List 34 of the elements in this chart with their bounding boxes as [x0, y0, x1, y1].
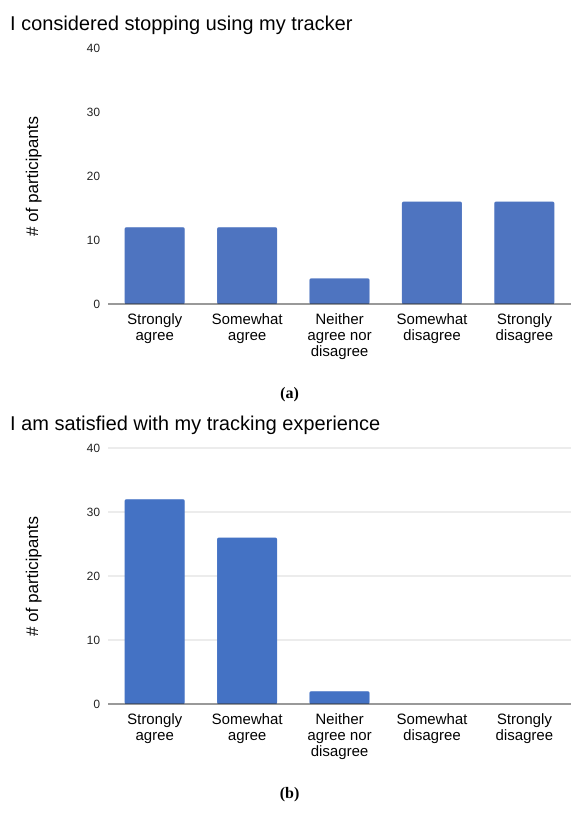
- y-tick-label: 30: [86, 105, 100, 120]
- y-tick-label: 20: [86, 169, 100, 184]
- x-tick-label: Somewhat disagree: [396, 711, 468, 744]
- bar: [217, 227, 278, 304]
- text: (b): [280, 785, 300, 802]
- bar: [124, 499, 185, 704]
- y-tick-label: 0: [93, 297, 100, 312]
- bar: [309, 691, 370, 704]
- y-tick-label: 10: [86, 633, 100, 648]
- x-tick-label: Strongly disagree: [496, 711, 554, 744]
- text: (a): [280, 385, 299, 402]
- x-tick-label: Strongly agree: [127, 311, 183, 344]
- y-axis-title: # of participants: [23, 516, 42, 636]
- y-tick-label: 10: [86, 233, 100, 248]
- chart-title: I considered stopping using my tracker: [10, 13, 353, 35]
- bar: [402, 202, 462, 304]
- x-tick-label: Neither agree nor disagree: [307, 711, 372, 760]
- bar: [309, 278, 370, 304]
- y-tick-label: 40: [86, 441, 100, 456]
- bar: [494, 202, 554, 304]
- bar: [124, 227, 185, 304]
- y-tick-label: 40: [86, 41, 100, 56]
- chart-title: I am satisfied with my tracking experience: [10, 413, 380, 435]
- y-axis-title: # of participants: [23, 116, 42, 236]
- x-tick-label: Somewhat agree: [212, 711, 284, 744]
- x-tick-label: Strongly disagree: [496, 311, 554, 344]
- bar: [217, 538, 278, 704]
- y-tick-label: 0: [93, 697, 100, 712]
- x-tick-label: Strongly agree: [127, 711, 183, 744]
- x-tick-label: Somewhat agree: [212, 311, 284, 344]
- y-tick-label: 20: [86, 569, 100, 584]
- x-tick-label: Neither agree nor disagree: [307, 311, 372, 360]
- x-tick-label: Somewhat disagree: [396, 311, 468, 344]
- y-tick-label: 30: [86, 505, 100, 520]
